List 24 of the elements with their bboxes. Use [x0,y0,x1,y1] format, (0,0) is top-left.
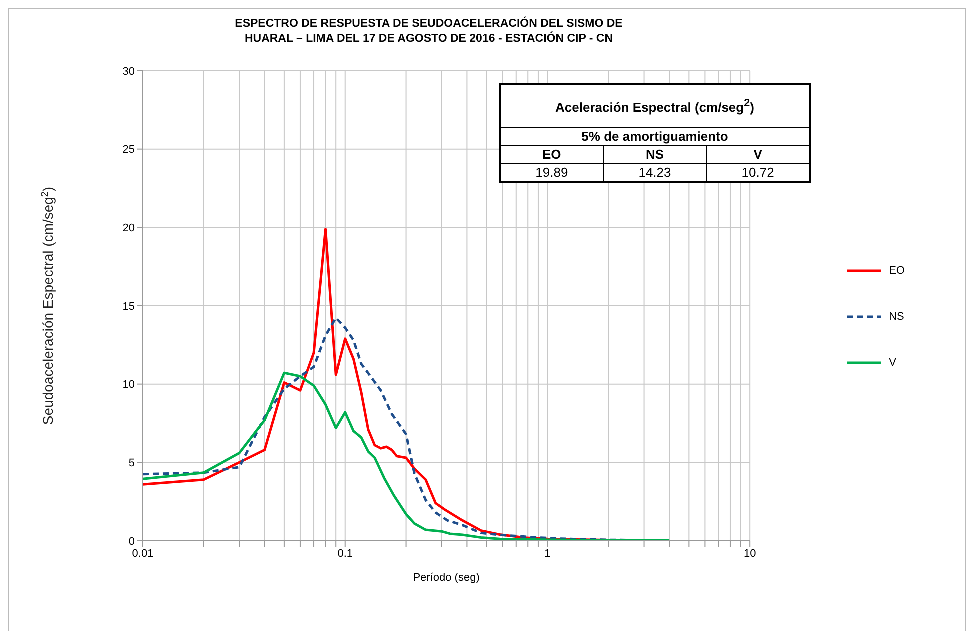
y-tick-label: 30 [122,66,135,78]
annotation: 10.72 [742,165,774,180]
y-tick-label: 5 [128,458,135,470]
annotation: 19.89 [536,165,568,180]
y-tick-label: 25 [122,144,135,156]
x-tick-label: 1 [544,548,551,560]
x-axis-title: Período (seg) [413,572,480,584]
annotation: Aceleración Espectral (cm/seg$^{2}$) [556,97,754,115]
legend-label: V [889,356,896,368]
legend-label: EO [889,264,905,276]
annotation: EO [542,147,562,162]
chart-title: ESPECTRO DE RESPUESTA DE SEUDOACELERACIÓN DEL SISMO DE HUARAL – LIMA DEL 17 DE AGOSTO DE 2016 - ESTACIÓN CIP - CN [235,18,623,45]
y-tick-label: 15 [122,300,135,313]
y-tick-label: 0 [128,536,135,548]
y-tick-label: 20 [122,222,135,235]
annotation: NS [646,147,664,162]
x-tick-label: 0.01 [132,548,154,560]
text: V [754,147,762,162]
annotation: 5% de amortiguamiento [582,129,728,144]
annotation: 14.23 [638,165,672,180]
x-tick-label: 10 [744,548,756,560]
y-tick-label: 10 [122,379,135,392]
legend-label: NS [889,310,904,322]
x-tick-label: 0.1 [338,548,354,560]
